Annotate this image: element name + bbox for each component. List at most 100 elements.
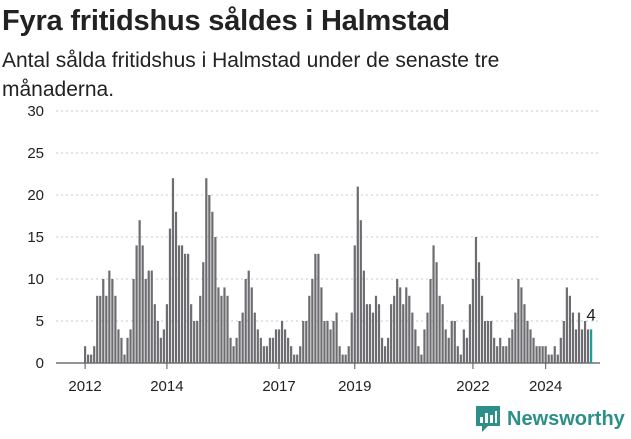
bar [87, 354, 90, 363]
bar [199, 295, 202, 363]
bar [444, 329, 447, 363]
bar [259, 337, 262, 363]
bar [326, 321, 329, 363]
bar [114, 295, 117, 363]
bar [399, 287, 402, 363]
y-tick-label: 15 [27, 229, 44, 246]
bar [235, 337, 238, 363]
bar [129, 329, 132, 363]
bar [293, 354, 296, 363]
bar [517, 279, 520, 363]
bar [556, 354, 559, 363]
bar [347, 346, 350, 363]
bar [211, 211, 214, 363]
x-tick-label: 2017 [262, 378, 295, 395]
bar [320, 287, 323, 363]
bar [93, 346, 96, 363]
bar [217, 287, 220, 363]
bar [341, 354, 344, 363]
bar [553, 346, 556, 363]
bar [490, 321, 493, 363]
bar [396, 279, 399, 363]
bar [177, 245, 181, 363]
bar [159, 337, 162, 363]
bar [480, 295, 484, 363]
bar [438, 295, 441, 363]
bar [387, 337, 390, 363]
bar [111, 279, 114, 363]
bar [156, 321, 159, 363]
bar [502, 346, 505, 363]
bar [299, 346, 302, 363]
bar [226, 295, 229, 363]
bar [290, 346, 293, 363]
bar [220, 295, 223, 363]
x-axis-ticks [84, 363, 547, 369]
bar [168, 228, 172, 363]
bar [253, 312, 256, 363]
bar [283, 329, 287, 363]
bar [314, 253, 317, 363]
bar [162, 329, 165, 363]
bar [499, 337, 502, 363]
bar [205, 178, 208, 363]
bar [120, 337, 123, 363]
bar [196, 321, 199, 363]
bar [377, 304, 381, 363]
bar [183, 253, 187, 363]
x-tick-label: 2022 [456, 378, 489, 395]
bar [90, 354, 93, 363]
bar [459, 354, 462, 363]
bar [474, 237, 478, 363]
bar [468, 304, 472, 363]
newsworthy-logo-icon [476, 406, 500, 432]
chart-title: Fyra fritidshus såldes i Halmstad [2, 5, 450, 37]
bar [153, 304, 156, 363]
bar [435, 262, 438, 363]
bar [368, 304, 372, 363]
bar [144, 279, 147, 363]
annotations: 4 [586, 305, 595, 324]
bar [356, 186, 359, 363]
bar [383, 346, 387, 363]
bar [411, 312, 414, 363]
bar [287, 337, 290, 363]
y-tick-label: 30 [27, 103, 44, 120]
bar [429, 279, 432, 363]
y-tick-label: 20 [27, 187, 44, 204]
x-tick-label: 2014 [150, 378, 183, 395]
bar [229, 337, 232, 363]
bar [365, 304, 368, 363]
bar [405, 287, 408, 363]
bar [417, 346, 420, 363]
bar [296, 354, 299, 363]
bar [423, 329, 426, 363]
bar [547, 354, 550, 363]
bar [477, 262, 481, 363]
bar [117, 329, 120, 363]
bar [508, 337, 511, 363]
y-tick-label: 10 [27, 271, 44, 288]
bar [465, 337, 468, 363]
bar [529, 329, 532, 363]
bar [544, 346, 547, 363]
bar [580, 329, 584, 363]
bar [165, 304, 169, 363]
bar [441, 304, 444, 363]
bar [420, 354, 423, 363]
bar [568, 295, 571, 363]
bar [493, 337, 496, 363]
bar [538, 346, 541, 363]
x-axis-labels: 2012 2014 2017 2019 2022 2024 [68, 378, 562, 395]
bar [362, 270, 365, 363]
bar [247, 270, 250, 363]
bar [426, 312, 429, 363]
bar [574, 329, 578, 363]
bar [535, 346, 538, 363]
bar [208, 195, 211, 363]
bar [374, 295, 378, 363]
bar [353, 245, 356, 363]
bar [541, 346, 544, 363]
bar [190, 304, 193, 363]
